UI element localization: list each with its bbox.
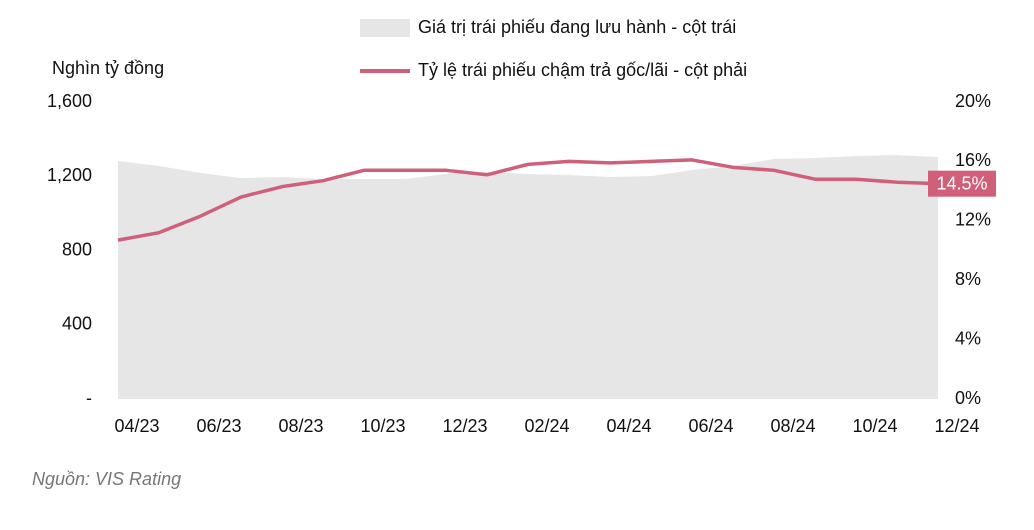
source: Nguồn: VIS Rating	[32, 469, 181, 489]
legend-label: Tỷ lệ trái phiếu chậm trả gốc/lãi - cột …	[418, 60, 747, 80]
y-tick-label: -	[86, 388, 92, 408]
y2-tick-label: 20%	[955, 91, 991, 111]
y2-tick-label: 12%	[955, 210, 991, 230]
value-label: 14.5%	[936, 173, 987, 193]
x-tick-label: 10/23	[360, 416, 405, 436]
y-tick-label: 1,600	[47, 91, 92, 111]
x-tick-label: 06/23	[196, 416, 241, 436]
x-tick-label: 08/23	[278, 416, 323, 436]
plot	[117, 155, 939, 399]
x-tick-label: 08/24	[770, 416, 815, 436]
x-tick-label: 04/24	[606, 416, 651, 436]
x-tick-label: 02/24	[524, 416, 569, 436]
legend-label: Giá trị trái phiếu đang lưu hành - cột t…	[418, 17, 736, 37]
y2-tick-label: 16%	[955, 150, 991, 170]
y2-tick-label: 8%	[955, 269, 981, 289]
area	[118, 155, 938, 399]
x-tick-label: 12/24	[934, 416, 979, 436]
y-tick-label: 800	[62, 239, 92, 259]
line	[117, 158, 939, 242]
y2-tick-label: 4%	[955, 328, 981, 348]
x-tick-label: 12/23	[442, 416, 487, 436]
y-tick-label: 1,200	[47, 165, 92, 185]
y2-tick-label: 0%	[955, 388, 981, 408]
y-axis-title: Nghìn tỷ đồng	[52, 58, 164, 78]
legend-swatch-area	[360, 19, 410, 37]
x-tick-label: 04/23	[114, 416, 159, 436]
value-label-box	[928, 170, 996, 197]
x-tick-label: 10/24	[852, 416, 897, 436]
x-tick-label: 06/24	[688, 416, 733, 436]
y-tick-label: 400	[62, 314, 92, 334]
